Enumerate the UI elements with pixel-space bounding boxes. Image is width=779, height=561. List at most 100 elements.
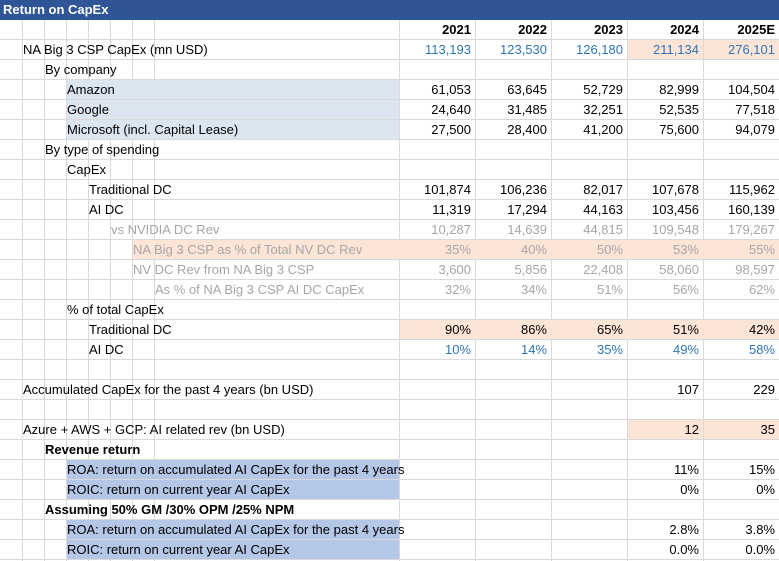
value-cell: 24,640 xyxy=(431,102,471,117)
value-cell: 51% xyxy=(596,282,623,297)
gridline xyxy=(551,20,552,561)
row-label: ROA: return on accumulated AI CapEx for … xyxy=(67,522,405,537)
table-row: vs NVIDIA DC Rev 10,287 14,639 44,815 109,54… xyxy=(0,220,779,240)
table-row: ROA: return on accumulated AI CapEx for … xyxy=(0,460,779,480)
label-highlight xyxy=(67,80,399,99)
value-cell: 3,600 xyxy=(438,262,471,277)
row-label: CapEx xyxy=(67,162,107,177)
table-row: Traditional DC 90% 86% 65% 51% 42% xyxy=(0,320,779,340)
row-label: Microsoft (incl. Capital Lease) xyxy=(67,122,239,137)
row-label: Assuming 50% GM /30% OPM /25% NPM xyxy=(45,502,295,517)
value-cell: 12 xyxy=(684,422,699,437)
row-label: Google xyxy=(67,102,109,117)
value-cell: 3.8% xyxy=(745,522,775,537)
gridline xyxy=(88,20,89,561)
value-cell: 101,874 xyxy=(424,182,471,197)
value-cell: 44,163 xyxy=(583,202,623,217)
header-row: 2021 2022 2023 2024 2025E xyxy=(0,20,779,40)
value-cell: 49% xyxy=(672,342,699,357)
value-cell: 52,729 xyxy=(583,82,623,97)
cell-highlight xyxy=(628,420,703,439)
table-row xyxy=(0,360,779,380)
value-cell: 31,485 xyxy=(507,102,547,117)
row-label: Traditional DC xyxy=(89,322,172,337)
label-highlight xyxy=(67,520,399,539)
table-row: NA Big 3 CSP CapEx (mn USD) 113,193 123,53… xyxy=(0,40,779,60)
table-row: As % of NA Big 3 CSP AI DC CapEx 32% 34% 51… xyxy=(0,280,779,300)
value-cell: 160,139 xyxy=(728,202,775,217)
row-label: ROIC: return on current year AI CapEx xyxy=(67,542,290,557)
value-cell: 11,319 xyxy=(432,202,471,217)
table-row: By type of spending xyxy=(0,140,779,160)
value-cell: 126,180 xyxy=(576,42,623,57)
gridline xyxy=(627,20,628,561)
value-cell: 40% xyxy=(520,242,547,257)
value-cell: 63,645 xyxy=(507,82,547,97)
table-row: Google 24,640 31,485 32,251 52,535 77,518 xyxy=(0,100,779,120)
value-cell: 0% xyxy=(756,482,775,497)
value-cell: 276,101 xyxy=(728,42,775,57)
row-label: By type of spending xyxy=(45,142,160,157)
row-label: AI DC xyxy=(89,202,124,217)
value-cell: 52,535 xyxy=(659,102,699,117)
gridline xyxy=(22,20,23,561)
value-cell: 103,456 xyxy=(652,202,699,217)
value-cell: 53% xyxy=(672,242,699,257)
value-cell: 77,518 xyxy=(735,102,775,117)
value-cell: 14,639 xyxy=(507,222,547,237)
gridline xyxy=(703,20,704,561)
value-cell: 41,200 xyxy=(583,122,623,137)
row-label: vs NVIDIA DC Rev xyxy=(111,222,220,237)
value-cell: 32,251 xyxy=(583,102,623,117)
gridline xyxy=(44,20,45,561)
row-label: Accumulated CapEx for the past 4 years (… xyxy=(23,382,314,397)
value-cell: 14% xyxy=(520,342,547,357)
value-cell: 58% xyxy=(748,342,775,357)
value-cell: 58,060 xyxy=(659,262,699,277)
row-label: AI DC xyxy=(89,342,124,357)
value-cell: 179,267 xyxy=(728,222,775,237)
row-label: Traditional DC xyxy=(89,182,172,197)
table-row: ROIC: return on current year AI CapEx 0.0… xyxy=(0,540,779,560)
year-header: 2023 xyxy=(594,22,623,37)
label-highlight xyxy=(67,120,399,139)
label-highlight xyxy=(67,100,399,119)
title-band: Return on CapEx xyxy=(0,0,779,20)
value-cell: 51% xyxy=(672,322,699,337)
table-row: ROA: return on accumulated AI CapEx for … xyxy=(0,520,779,540)
value-cell: 82,999 xyxy=(659,82,699,97)
value-cell: 17,294 xyxy=(507,202,547,217)
label-highlight xyxy=(67,480,399,499)
value-cell: 35 xyxy=(760,422,775,437)
value-cell: 35% xyxy=(596,342,623,357)
value-cell: 229 xyxy=(753,382,775,397)
table-row: Accumulated CapEx for the past 4 years (… xyxy=(0,380,779,400)
value-cell: 15% xyxy=(748,462,775,477)
value-cell: 62% xyxy=(748,282,775,297)
year-header: 2025E xyxy=(737,22,775,37)
year-header: 2022 xyxy=(518,22,547,37)
value-cell: 10,287 xyxy=(431,222,471,237)
value-cell: 56% xyxy=(672,282,699,297)
row-label: NA Big 3 CSP CapEx (mn USD) xyxy=(23,42,208,57)
value-cell: 109,548 xyxy=(652,222,699,237)
row-label: ROA: return on accumulated AI CapEx for … xyxy=(67,462,405,477)
table-row: NA Big 3 CSP as % of Total NV DC Rev 35% 4… xyxy=(0,240,779,260)
row-label: Amazon xyxy=(67,82,115,97)
value-cell: 34% xyxy=(520,282,547,297)
cell-highlight xyxy=(704,40,779,59)
row-label: NV DC Rev from NA Big 3 CSP xyxy=(133,262,315,277)
row-label: Revenue return xyxy=(45,442,141,457)
year-header: 2021 xyxy=(442,22,471,37)
value-cell: 113,193 xyxy=(424,42,471,57)
table-row: By company xyxy=(0,60,779,80)
table-row: Amazon 61,053 63,645 52,729 82,999 104,504 xyxy=(0,80,779,100)
sheet-title: Return on CapEx xyxy=(3,2,109,17)
gridline xyxy=(154,20,155,561)
row-label: ROIC: return on current year AI CapEx xyxy=(67,482,290,497)
value-cell: 32% xyxy=(444,282,471,297)
cell-highlight xyxy=(704,420,779,439)
value-cell: 98,597 xyxy=(735,262,775,277)
value-cell: 75,600 xyxy=(659,122,699,137)
value-cell: 5,856 xyxy=(514,262,547,277)
